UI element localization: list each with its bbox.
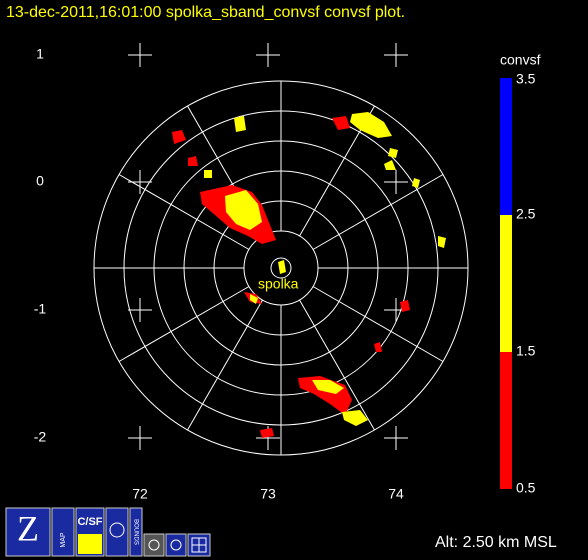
bounds-button-label: BOUNDS — [132, 519, 138, 545]
csf-button-label: C/SF — [77, 516, 102, 528]
station-label: spolka — [258, 276, 299, 292]
icon — [148, 539, 160, 551]
colorbar-tick: 1.5 — [516, 343, 536, 359]
y-label: -2 — [34, 429, 47, 445]
plot-title: 13-dec-2011,16:01:00 spolka_sband_convsf… — [6, 4, 405, 21]
map-button-label: MAP — [60, 532, 67, 548]
rings-icon — [109, 522, 125, 538]
y-label: -1 — [34, 301, 47, 317]
x-label: 72 — [132, 486, 148, 502]
y-label: 0 — [36, 173, 44, 189]
button[interactable] — [143, 533, 165, 557]
csf-icon — [78, 534, 102, 554]
button[interactable] — [165, 533, 187, 557]
colorbar-tick: 3.5 — [516, 71, 536, 87]
icon — [170, 539, 182, 551]
map-button[interactable] — [51, 507, 75, 557]
colorbar-tick: 2.5 — [516, 206, 536, 222]
y-label: 1 — [36, 46, 44, 62]
x-label: 74 — [388, 486, 404, 502]
altitude-label: Alt: 2.50 km MSL — [435, 534, 557, 551]
colorbar-segment — [500, 352, 512, 489]
colorbar-segment — [500, 215, 512, 352]
rings-button[interactable] — [105, 507, 129, 557]
grid-icon — [191, 537, 207, 553]
colorbar-tick: 0.5 — [516, 480, 536, 496]
colorbar-segment — [500, 78, 512, 215]
zebra-button[interactable] — [5, 507, 51, 557]
echoes — [172, 112, 446, 438]
bounds-button[interactable] — [129, 507, 143, 557]
zebra-logo: Z — [17, 508, 39, 548]
grid-crosses — [128, 43, 408, 450]
colorbar-title: convsf — [500, 52, 541, 68]
toolbar: Z MAP C/SF BOUNDS — [5, 507, 211, 557]
x-label: 73 — [260, 486, 276, 502]
